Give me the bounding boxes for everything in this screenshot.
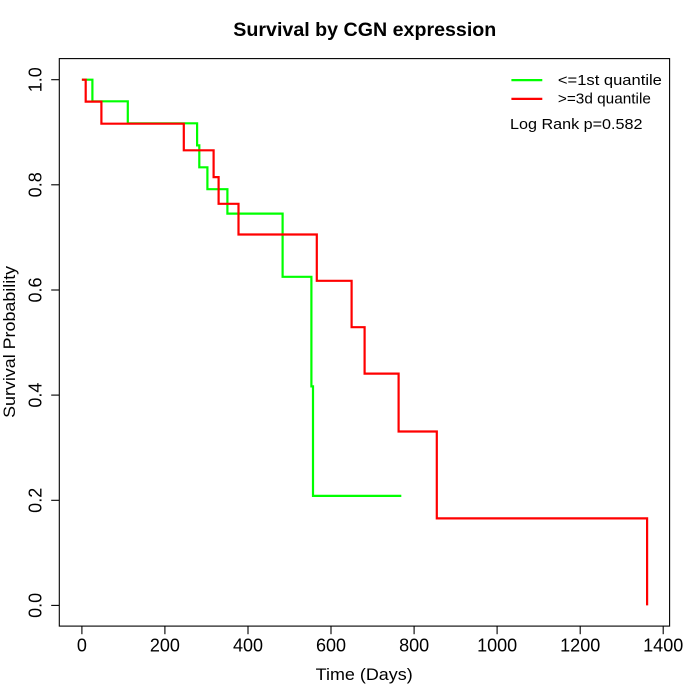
svg-text:0.0: 0.0	[26, 593, 46, 618]
svg-text:200: 200	[150, 635, 180, 655]
svg-text:1200: 1200	[560, 635, 600, 655]
svg-text:0.2: 0.2	[26, 488, 46, 513]
svg-text:0.8: 0.8	[26, 172, 46, 197]
svg-text:0: 0	[77, 635, 87, 655]
svg-text:400: 400	[233, 635, 263, 655]
svg-text:Log Rank p=0.582: Log Rank p=0.582	[510, 116, 643, 133]
svg-text:0.4: 0.4	[26, 383, 46, 408]
svg-text:<=1st quantile: <=1st quantile	[558, 72, 662, 89]
svg-text:600: 600	[316, 635, 346, 655]
svg-text:1000: 1000	[477, 635, 517, 655]
svg-text:800: 800	[399, 635, 429, 655]
svg-text:Survival by CGN expression: Survival by CGN expression	[233, 19, 496, 41]
svg-text:Time (Days): Time (Days)	[316, 665, 413, 684]
svg-text:0.6: 0.6	[26, 277, 46, 302]
svg-text:1400: 1400	[643, 635, 683, 655]
svg-text:>=3d quantile: >=3d quantile	[558, 91, 651, 108]
svg-text:Survival Probability: Survival Probability	[0, 265, 19, 418]
svg-text:1.0: 1.0	[26, 67, 46, 92]
